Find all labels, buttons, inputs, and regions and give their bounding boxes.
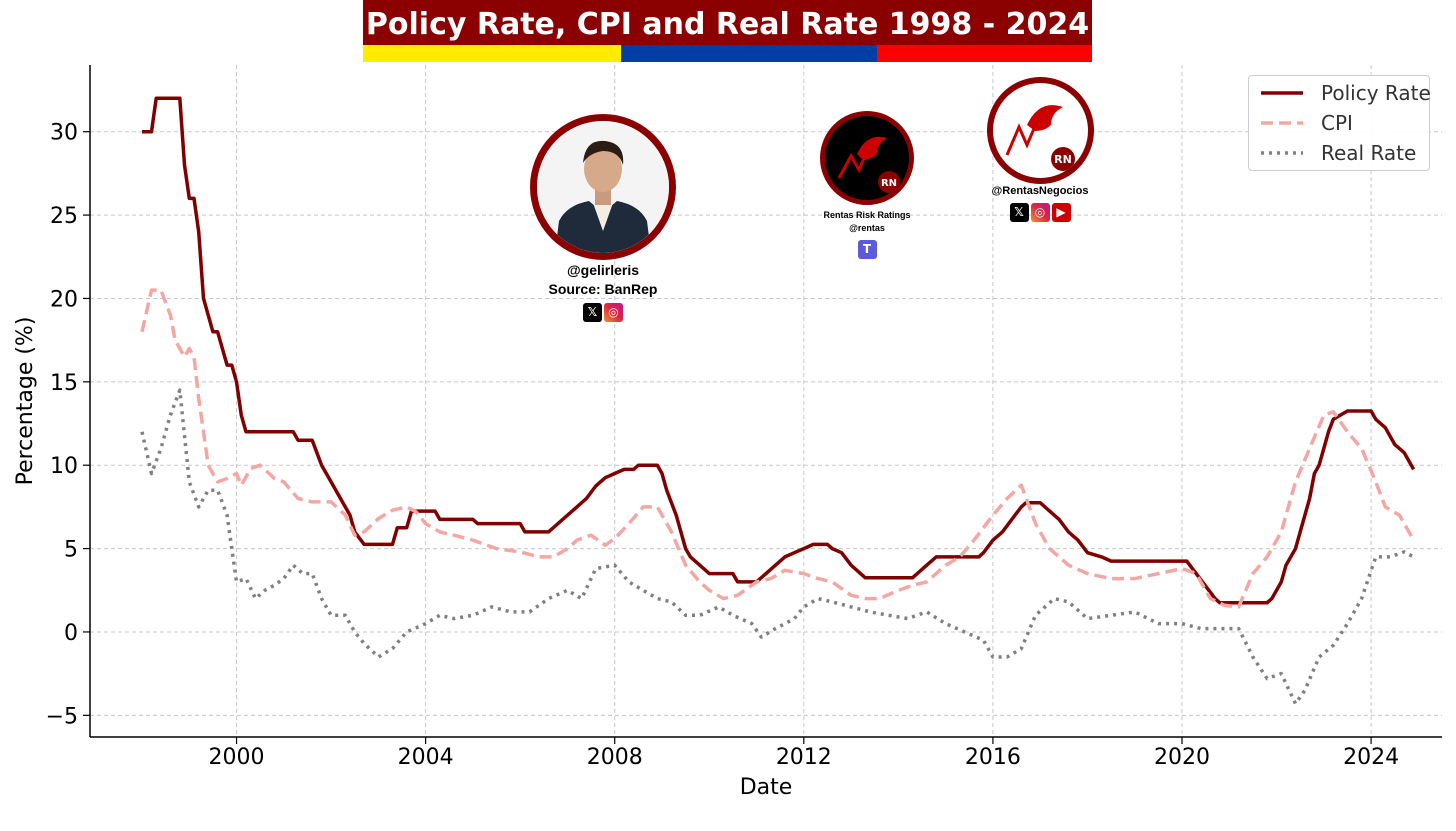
profile-handle: @gelirleris bbox=[566, 262, 640, 278]
y-tick-label: 20 bbox=[50, 287, 78, 312]
chart-title: Policy Rate, CPI and Real Rate 1998 - 20… bbox=[363, 0, 1092, 45]
legend-label: Real Rate bbox=[1321, 141, 1417, 165]
ratings-name: Rentas Risk Ratings bbox=[823, 210, 911, 220]
grid bbox=[90, 65, 1442, 737]
x-icon[interactable]: 𝕏 bbox=[583, 303, 602, 322]
legend-item-policy-rate: Policy Rate bbox=[1257, 78, 1431, 108]
bird-logo-icon: RN bbox=[1005, 105, 1075, 171]
flag-stripe-yellow bbox=[363, 45, 621, 62]
series-line-cpi bbox=[140, 288, 1416, 609]
y-tick-label: 25 bbox=[50, 204, 78, 229]
legend-item-real-rate: Real Rate bbox=[1257, 138, 1429, 168]
flag-stripe-red bbox=[877, 45, 1092, 62]
x-tick-label: 2024 bbox=[1343, 745, 1399, 770]
x-tick-label: 2000 bbox=[209, 745, 265, 770]
profile-ratings: Rentas Risk Ratings @rentas T bbox=[797, 209, 937, 259]
business-logo-text: RN bbox=[1054, 153, 1072, 166]
ratings-logo-text: RN bbox=[881, 178, 897, 189]
series-layer bbox=[140, 96, 1416, 706]
legend-swatch bbox=[1261, 91, 1303, 95]
chart-legend: Policy Rate CPI Real Rate bbox=[1248, 75, 1431, 171]
x-tick-label: 2016 bbox=[965, 745, 1021, 770]
profile-avatar bbox=[530, 114, 676, 260]
y-tick-label: −5 bbox=[46, 704, 78, 729]
legend-swatch bbox=[1261, 151, 1303, 155]
series-line-real-rate bbox=[140, 388, 1415, 706]
instagram-icon[interactable]: ◎ bbox=[604, 303, 623, 322]
bird-logo-icon: RN bbox=[837, 136, 900, 193]
business-logo: RN bbox=[987, 77, 1094, 184]
y-tick-label: 10 bbox=[50, 454, 78, 479]
y-axis-label: Percentage (%) bbox=[13, 317, 38, 486]
legend-item-cpi: CPI bbox=[1257, 108, 1429, 138]
series-line-policy-rate bbox=[142, 96, 1416, 605]
y-tick-label: 0 bbox=[64, 621, 78, 646]
ratings-handle: @rentas bbox=[849, 223, 885, 233]
legend-swatch bbox=[1261, 121, 1303, 125]
x-axis-label: Date bbox=[740, 775, 793, 800]
legend-label: CPI bbox=[1321, 111, 1353, 135]
x-icon[interactable]: 𝕏 bbox=[1009, 203, 1029, 222]
youtube-icon[interactable]: ▶ bbox=[1051, 203, 1071, 222]
instagram-icon[interactable]: ◎ bbox=[1030, 203, 1050, 222]
y-tick-label: 5 bbox=[64, 538, 78, 563]
tick-labels: 2000 2004 2008 2012 2016 2020 2024 −5 0 5 10 15 20 25… bbox=[46, 121, 1400, 770]
t-icon[interactable]: T bbox=[857, 240, 877, 259]
y-tick-label: 30 bbox=[50, 121, 78, 146]
profile-main: @gelirleris Source: BanRep 𝕏 ◎ bbox=[520, 262, 686, 322]
x-tick-label: 2008 bbox=[587, 745, 643, 770]
title-banner: Policy Rate, CPI and Real Rate 1998 - 20… bbox=[363, 0, 1092, 62]
x-tick-label: 2012 bbox=[776, 745, 832, 770]
profile-business: @RentasNegocios 𝕏 ◎ ▶ bbox=[970, 184, 1110, 222]
y-tick-label: 15 bbox=[50, 371, 78, 396]
legend-label: Policy Rate bbox=[1321, 81, 1431, 105]
person-portrait-icon bbox=[537, 121, 669, 253]
axes bbox=[89, 65, 1442, 738]
ratings-logo: RN bbox=[820, 111, 914, 205]
x-tick-label: 2020 bbox=[1154, 745, 1210, 770]
flag-stripe-blue bbox=[621, 45, 877, 62]
source-label: Source: BanRep bbox=[548, 281, 658, 297]
business-handle: @RentasNegocios bbox=[991, 185, 1089, 197]
x-tick-label: 2004 bbox=[398, 745, 454, 770]
